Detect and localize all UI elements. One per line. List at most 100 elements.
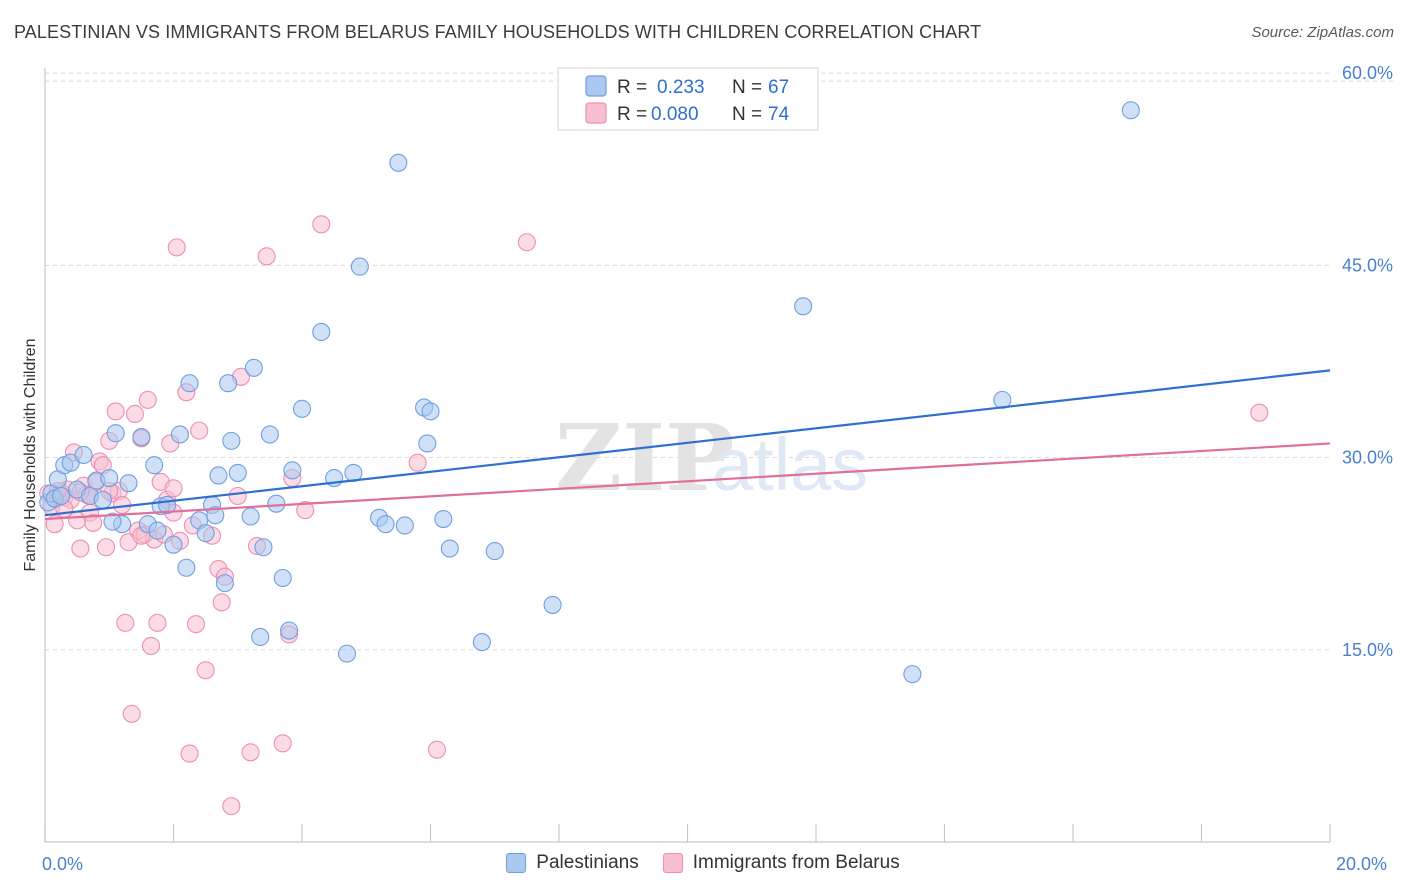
legend-n-value: 74 [768, 104, 790, 125]
legend-label: Immigrants from Belarus [692, 852, 900, 873]
trend-line-belarus [44, 442, 1331, 521]
point-palestinians [280, 621, 299, 640]
point-palestinians [209, 466, 228, 485]
point-palestinians [421, 402, 440, 421]
point-palestinians [434, 510, 453, 529]
point-belarus [427, 740, 446, 759]
y-tick-label: 60.0% [1342, 63, 1393, 83]
legend-swatch-belarus [585, 102, 607, 124]
point-palestinians [196, 524, 215, 543]
legend-swatch-palestinians [585, 75, 607, 97]
axis-layer [44, 68, 1331, 843]
grid-layer [45, 72, 1393, 651]
point-belarus [180, 744, 199, 763]
trend-line-palestinians [44, 369, 1331, 517]
point-palestinians [903, 665, 922, 684]
point-palestinians [267, 494, 286, 513]
point-palestinians [472, 633, 491, 652]
point-belarus [148, 613, 167, 632]
point-belarus [273, 734, 292, 753]
x-tick-label: 20.0% [1336, 854, 1387, 874]
point-palestinians [418, 434, 437, 453]
point-belarus [190, 421, 209, 440]
stats-legend: R = 0.233 N = 67 R = 0.080 N = 74 [557, 67, 819, 131]
y-tick-label: 15.0% [1342, 640, 1393, 660]
legend-r-value: 0.233 [657, 77, 705, 98]
point-belarus [96, 538, 116, 557]
point-belarus [71, 539, 90, 558]
point-palestinians [312, 322, 331, 342]
point-palestinians [74, 445, 93, 465]
point-palestinians [794, 297, 813, 316]
point-palestinians [260, 425, 279, 444]
point-belarus [408, 453, 427, 472]
legend-n-value: 67 [768, 77, 789, 98]
point-palestinians [177, 558, 196, 577]
point-belarus [45, 515, 64, 534]
point-belarus [228, 486, 247, 506]
watermark-atlas: atlas [712, 423, 868, 506]
y-tick-label: 45.0% [1342, 255, 1393, 275]
point-belarus [164, 479, 183, 498]
point-palestinians [52, 486, 71, 506]
point-belarus [167, 238, 186, 257]
point-belarus [212, 593, 231, 612]
point-belarus [241, 743, 260, 762]
point-palestinians [283, 461, 302, 480]
point-palestinians [244, 358, 263, 377]
point-palestinians [376, 515, 395, 534]
legend-item-belarus: Immigrants from Belarus [662, 852, 900, 874]
series-legend: Palestinians Immigrants from Belarus [0, 852, 1406, 874]
chart-title: PALESTINIAN VS IMMIGRANTS FROM BELARUS F… [14, 22, 982, 42]
point-palestinians [254, 538, 273, 557]
point-palestinians [93, 490, 112, 509]
point-palestinians [350, 257, 369, 276]
point-palestinians [251, 627, 270, 647]
point-palestinians [228, 463, 247, 482]
point-belarus [312, 215, 331, 234]
legend-swatch [662, 853, 683, 873]
point-belarus [1250, 403, 1269, 422]
legend-swatch [506, 853, 527, 873]
point-palestinians [440, 539, 459, 558]
point-palestinians [337, 644, 357, 663]
point-palestinians [219, 374, 238, 393]
point-belarus [125, 404, 144, 424]
point-palestinians [222, 431, 241, 450]
y-tick-label: 30.0% [1342, 448, 1393, 468]
point-palestinians [103, 512, 122, 531]
legend-n-label: N = [732, 77, 762, 98]
legend-label: Palestinians [536, 852, 639, 873]
point-belarus [222, 797, 241, 816]
point-palestinians [395, 516, 414, 535]
x-tick-label: 0.0% [42, 854, 83, 874]
point-belarus [122, 704, 141, 723]
point-belarus [116, 613, 135, 632]
legend-r-value: 0.080 [651, 104, 699, 125]
legend-item-palestinians: Palestinians [506, 852, 639, 874]
point-palestinians [1121, 101, 1140, 120]
point-palestinians [170, 425, 189, 444]
point-palestinians [119, 474, 138, 493]
point-belarus [186, 615, 206, 634]
ticks-layer: 0.0% 20.0% 15.0% 30.0% 45.0% 60.0% [42, 63, 1393, 874]
watermark: ZIP atlas [555, 404, 868, 512]
points-layer [39, 101, 1269, 816]
point-palestinians [241, 507, 260, 526]
point-palestinians [389, 153, 408, 172]
point-palestinians [100, 468, 119, 488]
point-palestinians [148, 521, 167, 540]
point-belarus [84, 513, 103, 532]
point-palestinians [132, 427, 151, 447]
point-belarus [296, 501, 315, 520]
point-palestinians [273, 568, 292, 588]
point-palestinians [485, 542, 504, 561]
point-belarus [106, 402, 125, 421]
point-palestinians [180, 374, 199, 393]
point-belarus [138, 390, 157, 409]
source-note: Source: ZipAtlas.com [1251, 24, 1394, 41]
point-belarus [517, 233, 536, 252]
legend-r-label: R = [617, 77, 647, 98]
point-palestinians [206, 506, 225, 525]
